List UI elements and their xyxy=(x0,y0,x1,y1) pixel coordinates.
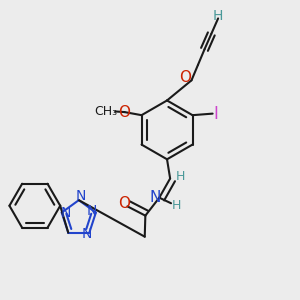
Text: H: H xyxy=(172,199,181,212)
Text: N: N xyxy=(150,190,161,205)
Text: O: O xyxy=(179,70,191,85)
Text: O: O xyxy=(118,105,130,120)
Text: N: N xyxy=(82,227,92,241)
Text: H: H xyxy=(213,9,223,23)
Text: H: H xyxy=(175,170,185,183)
Text: N: N xyxy=(87,204,97,218)
Text: O: O xyxy=(118,196,130,211)
Text: I: I xyxy=(213,105,218,123)
Text: CH₃: CH₃ xyxy=(94,105,117,118)
Text: N: N xyxy=(60,206,70,220)
Text: N: N xyxy=(76,189,86,203)
